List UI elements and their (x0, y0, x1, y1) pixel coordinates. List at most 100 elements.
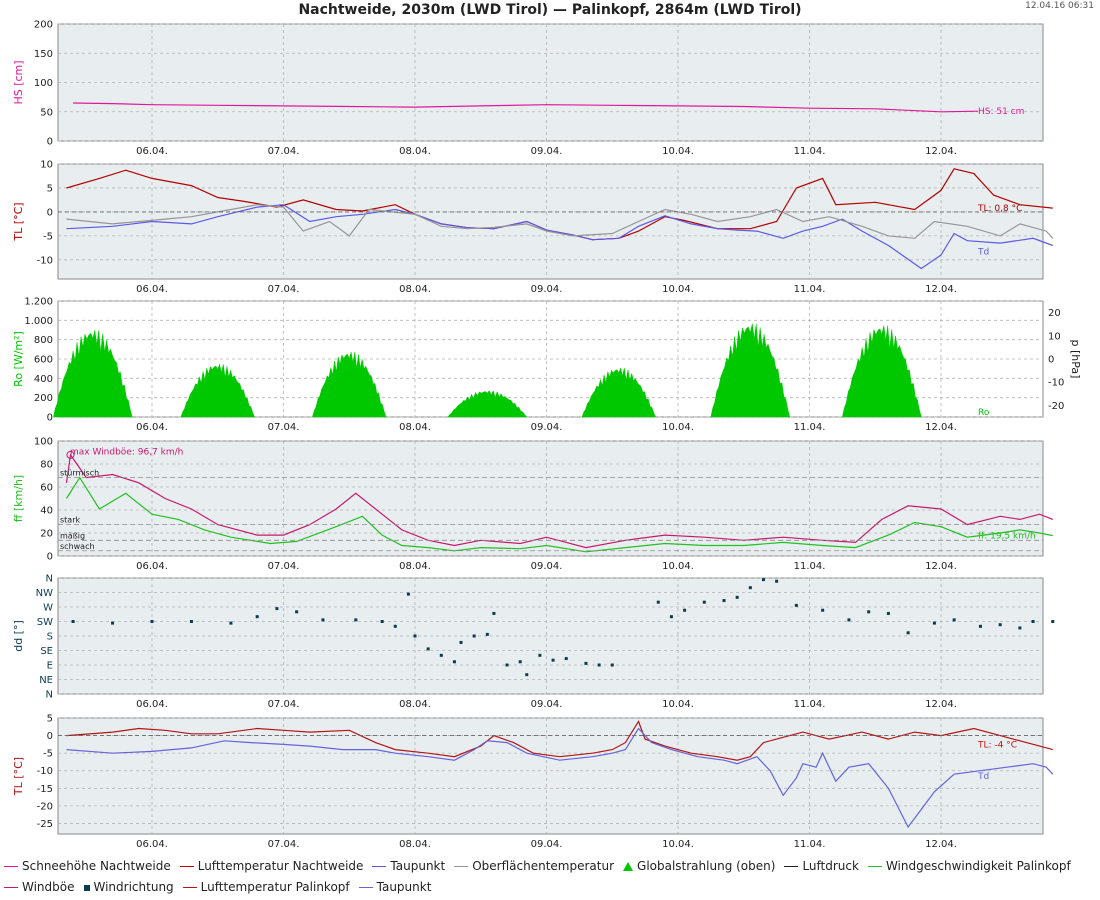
y-tick-label: 0 (47, 207, 53, 218)
wind-direction-point (702, 600, 706, 604)
legend-label: Globalstrahlung (oben) (637, 859, 776, 873)
y-right-tick-label: -20 (1048, 401, 1064, 412)
x-tick-label: 12.04. (925, 146, 957, 157)
x-tick-label: 11.04. (794, 146, 826, 157)
x-tick-label: 11.04. (794, 839, 826, 850)
y-tick-label: 5 (47, 183, 53, 194)
y-tick-label: 0 (47, 413, 53, 424)
y-axis-label: ff [km/h] (12, 475, 25, 522)
radiation-area (581, 367, 656, 418)
threshold-label: stürmisch (60, 469, 99, 478)
wind-direction-point (380, 620, 384, 623)
x-tick-label: 06.04. (136, 284, 168, 295)
x-tick-label: 06.04. (136, 561, 168, 572)
wind-direction-point (518, 660, 522, 664)
max-gust-marker (66, 450, 75, 459)
x-tick-label: 09.04. (531, 284, 563, 295)
plot-area-2 (57, 163, 1044, 280)
x-tick-label: 09.04. (531, 422, 563, 433)
radiation-area (447, 389, 528, 418)
legend-line-icon (182, 887, 197, 888)
wind-direction-point (255, 615, 259, 619)
x-tick-label: 11.04. (794, 561, 826, 572)
wind-direction-point (610, 663, 614, 667)
wind-direction-point (551, 658, 555, 662)
wind-direction-point (978, 624, 982, 628)
x-tick-label: 11.04. (794, 699, 826, 710)
x-tick-label: 09.04. (531, 839, 563, 850)
y-tick-label: 1.200 (24, 297, 53, 308)
tl-value-label: TL: 0,8 °C (977, 204, 1022, 214)
plot-area-4 (57, 440, 1044, 557)
chart-legend: Schneehöhe Nachtweide Lufttemperatur Nach… (4, 856, 1096, 898)
y-tick-label: -5 (43, 231, 53, 242)
x-tick-label: 06.04. (136, 146, 168, 157)
y-right-axis-label: p [hPa] (1069, 340, 1082, 379)
y-right-tick-label: 0 (1048, 355, 1054, 366)
threshold-label: schwach (60, 542, 95, 551)
x-tick-label: 12.04. (925, 284, 957, 295)
wind-direction-point (847, 618, 851, 622)
wind-direction-point (775, 579, 779, 583)
legend-line-icon (784, 866, 799, 867)
legend-square-icon (83, 884, 90, 891)
series-line-2 (66, 727, 1054, 829)
legend-line-icon (4, 887, 18, 888)
legend-item: Schneehöhe Nachtweide (4, 856, 171, 877)
series-line-2 (66, 204, 1054, 270)
y-tick-label: 40 (40, 506, 53, 517)
threshold-label: stark (60, 516, 80, 525)
wind-direction-point (229, 621, 233, 625)
y-tick-label: 60 (40, 483, 53, 494)
y-tick-label: SE (40, 646, 53, 657)
x-tick-label: 08.04. (399, 284, 431, 295)
legend-item: Oberflächentemperatur (454, 856, 614, 877)
ff-value-label: ff: 19,5 km/h (978, 532, 1036, 542)
wind-direction-point (886, 611, 890, 615)
legend-label: Schneehöhe Nachtweide (22, 859, 171, 873)
legend-item: Taupunkt (358, 877, 431, 898)
hs-value-label: HS: 51 cm (978, 107, 1024, 117)
wind-direction-point (794, 603, 798, 607)
x-tick-label: 07.04. (268, 284, 300, 295)
wind-direction-point (525, 673, 529, 677)
series-line-3 (66, 204, 1054, 239)
y-tick-label: 400 (34, 374, 53, 385)
wind-direction-point (111, 621, 115, 625)
series-line-1 (66, 720, 1053, 761)
radiation-area (312, 351, 387, 418)
y-tick-label: -25 (37, 819, 53, 830)
x-tick-label: 09.04. (531, 146, 563, 157)
wind-direction-point (538, 653, 542, 657)
y-tick-label: NW (36, 588, 53, 599)
y-tick-label: 600 (34, 355, 53, 366)
legend-item: Lufttemperatur Nachtweide (179, 856, 363, 877)
y-tick-label: 0 (47, 731, 53, 742)
y-tick-label: 200 (34, 20, 53, 31)
y-tick-label: 100 (34, 78, 53, 89)
update-timestamp: 12.04.16 06:31 (1025, 1, 1094, 11)
wind-direction-point (150, 620, 154, 623)
x-tick-label: 09.04. (531, 699, 563, 710)
x-tick-label: 10.04. (662, 699, 694, 710)
td-label: Td (977, 248, 989, 258)
wind-direction-point (275, 607, 279, 611)
y-tick-label: -10 (37, 255, 53, 266)
legend-label: Windrichtung (93, 880, 174, 894)
wind-direction-point (564, 657, 568, 661)
y-tick-label: 20 (40, 529, 53, 540)
ro-label: Ro (978, 408, 990, 418)
y-tick-label: 5 (47, 714, 53, 725)
legend-label: Luftdruck (802, 859, 859, 873)
x-tick-label: 10.04. (662, 561, 694, 572)
x-tick-label: 07.04. (268, 839, 300, 850)
x-tick-label: 12.04. (925, 422, 957, 433)
y-tick-label: 1.000 (24, 316, 53, 327)
wind-direction-point (597, 663, 601, 667)
radiation-area (53, 330, 133, 418)
wind-direction-point (406, 592, 410, 596)
y-tick-label: 50 (40, 107, 53, 118)
y-tick-label: N (46, 574, 53, 585)
y-tick-label: S (47, 632, 53, 643)
y-tick-label: -15 (37, 784, 53, 795)
